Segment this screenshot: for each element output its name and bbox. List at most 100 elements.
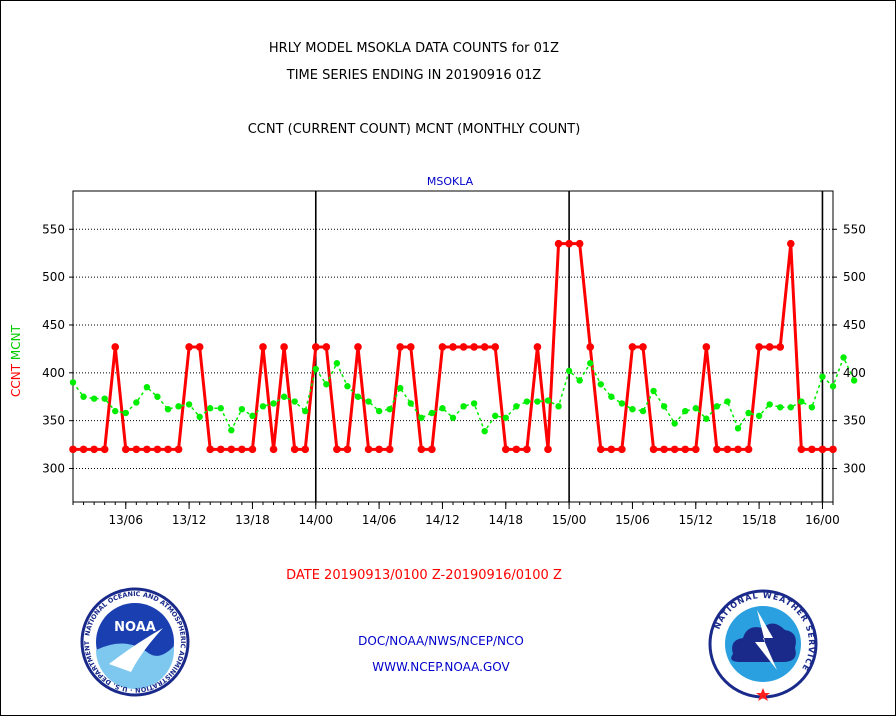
data-point-ccnt	[428, 445, 436, 454]
data-point-mcnt	[587, 360, 594, 367]
data-point-mcnt	[175, 403, 182, 410]
x-tick-label: 14/06	[362, 513, 397, 527]
svg-text:CCNT MCNT: CCNT MCNT	[9, 324, 23, 397]
data-point-ccnt	[575, 239, 584, 248]
data-point-mcnt	[69, 379, 77, 386]
data-point-ccnt	[121, 445, 130, 454]
data-point-ccnt	[238, 445, 246, 454]
y-axis-title-ccnt: CCNT	[9, 363, 23, 397]
data-point-mcnt	[259, 403, 267, 410]
data-point-ccnt	[480, 343, 489, 351]
y-axis-title-mcnt: MCNT	[9, 324, 23, 360]
data-point-ccnt	[734, 445, 742, 454]
data-point-ccnt	[206, 445, 215, 454]
data-point-mcnt	[660, 403, 668, 410]
y-tick-label-left: 450	[42, 318, 65, 332]
data-point-mcnt	[101, 395, 108, 402]
y-tick-label-right: 500	[843, 270, 866, 284]
data-point-ccnt	[797, 445, 806, 454]
data-point-mcnt	[481, 427, 488, 435]
data-point-ccnt	[523, 445, 531, 454]
data-point-ccnt	[322, 343, 331, 351]
x-tick-label: 13/18	[235, 513, 270, 527]
series-line-mcnt	[72, 355, 855, 433]
data-point-ccnt	[164, 445, 172, 454]
data-point-mcnt	[312, 365, 319, 373]
data-point-ccnt	[195, 343, 204, 351]
data-point-ccnt	[385, 445, 394, 454]
data-point-ccnt	[79, 445, 88, 454]
data-point-ccnt	[618, 445, 626, 454]
x-tick-label: 13/12	[172, 513, 207, 527]
data-point-mcnt	[565, 367, 573, 375]
data-point-ccnt	[417, 445, 426, 454]
data-point-mcnt	[80, 393, 87, 400]
data-point-mcnt	[143, 383, 151, 391]
data-point-mcnt	[513, 403, 520, 410]
data-point-mcnt	[755, 412, 763, 420]
data-point-mcnt	[671, 420, 678, 427]
data-point-mcnt	[682, 407, 689, 415]
data-point-mcnt	[618, 400, 626, 407]
data-point-mcnt	[523, 398, 531, 405]
data-point-mcnt	[502, 414, 509, 421]
data-point-ccnt	[670, 445, 679, 454]
data-point-ccnt	[354, 343, 362, 351]
data-point-mcnt	[608, 393, 615, 400]
data-point-ccnt	[311, 343, 320, 351]
x-tick-label: 15/12	[678, 513, 713, 527]
data-point-mcnt	[122, 409, 129, 417]
data-point-mcnt	[703, 415, 710, 422]
data-point-ccnt	[596, 445, 605, 454]
series-layer	[69, 239, 858, 454]
data-point-ccnt	[333, 445, 341, 454]
data-point-mcnt	[185, 401, 193, 408]
data-point-mcnt	[228, 427, 235, 434]
data-point-ccnt	[248, 445, 257, 454]
data-point-mcnt	[639, 407, 647, 415]
data-point-ccnt	[639, 343, 647, 351]
title-line-2: TIME SERIES ENDING IN 20190916 01Z	[286, 68, 542, 83]
data-point-ccnt	[744, 445, 753, 454]
x-tick-label: 14/18	[488, 513, 523, 527]
data-point-ccnt	[216, 445, 225, 454]
y-tick-label-left: 550	[42, 222, 65, 236]
data-point-mcnt	[418, 414, 425, 421]
data-point-mcnt	[534, 398, 541, 405]
data-point-ccnt	[470, 343, 478, 351]
x-tick-label: 15/00	[552, 513, 587, 527]
data-point-mcnt	[692, 405, 699, 412]
data-point-mcnt	[249, 412, 256, 420]
data-point-ccnt	[259, 343, 267, 351]
data-point-ccnt	[111, 343, 120, 351]
data-point-ccnt	[713, 445, 721, 454]
data-point-ccnt	[185, 343, 193, 351]
x-tick-label: 13/06	[108, 513, 143, 527]
axes	[69, 190, 837, 509]
data-point-mcnt	[576, 377, 583, 384]
data-point-mcnt	[90, 395, 98, 402]
data-point-ccnt	[406, 343, 415, 351]
data-point-ccnt	[143, 445, 151, 454]
data-point-ccnt	[100, 445, 109, 454]
data-point-ccnt	[375, 445, 383, 454]
data-point-mcnt	[344, 383, 351, 390]
y-tick-label-right: 450	[843, 318, 866, 332]
data-point-mcnt	[840, 354, 847, 361]
y-tick-label-left: 350	[42, 414, 65, 428]
data-point-mcnt	[544, 397, 552, 404]
data-point-mcnt	[734, 425, 742, 432]
data-point-ccnt	[269, 445, 278, 454]
data-point-ccnt	[681, 445, 690, 454]
noaa-logo: NOAA NATIONAL OCEANIC AND ATMOSPHERIC AD…	[80, 587, 190, 697]
data-point-mcnt	[829, 383, 837, 390]
data-point-ccnt	[438, 343, 447, 351]
data-point-mcnt	[217, 405, 224, 412]
data-point-mcnt	[280, 393, 288, 400]
data-point-mcnt	[808, 404, 816, 411]
data-point-mcnt	[333, 360, 341, 367]
data-point-ccnt	[808, 445, 816, 454]
data-point-mcnt	[850, 377, 858, 384]
data-point-ccnt	[491, 343, 500, 351]
